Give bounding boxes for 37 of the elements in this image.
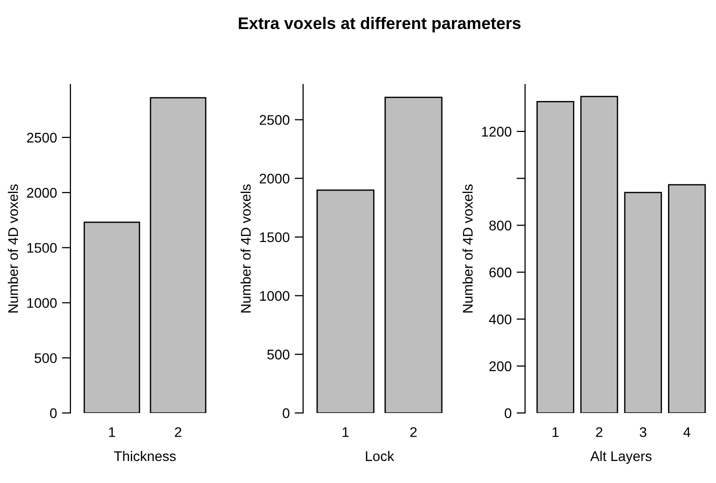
y-tick-label: 0 — [504, 408, 512, 418]
x-axis-title: Thickness — [114, 450, 176, 462]
y-tick-label: 1200 — [482, 126, 512, 137]
y-axis-title: Number of 4D voxels — [8, 184, 18, 312]
y-tick-label: 0 — [50, 408, 57, 418]
x-tick-label: 1 — [552, 427, 559, 437]
x-tick-label: 3 — [640, 427, 646, 438]
bar — [536, 101, 574, 413]
x-axis-title: Lock — [366, 450, 394, 462]
x-tick-label: 2 — [410, 427, 417, 437]
y-tick-label: 0 — [282, 408, 290, 418]
y-tick-label: 200 — [489, 361, 512, 372]
y-tick-label: 500 — [267, 350, 290, 360]
bar — [668, 184, 706, 413]
y-tick-label: 2000 — [260, 174, 290, 184]
chart-title: Extra voxels at different parameters — [238, 16, 521, 32]
y-axis-title: Number of 4D voxels — [240, 184, 251, 312]
y-tick-label: 400 — [489, 314, 512, 324]
y-tick-label: 500 — [34, 353, 57, 364]
y-tick-label: 2500 — [260, 115, 290, 125]
y-tick-label: 800 — [489, 220, 512, 230]
x-tick-label: 1 — [109, 427, 116, 437]
x-tick-label: 4 — [683, 427, 690, 437]
y-tick-label: 1000 — [27, 298, 57, 308]
y-tick-label: 1500 — [260, 232, 290, 242]
x-tick-label: 2 — [596, 427, 602, 437]
y-tick-label: 1000 — [260, 291, 290, 301]
y-axis-title: Number of 4D voxels — [462, 184, 473, 312]
y-tick-label: 2500 — [27, 132, 57, 143]
x-tick-label: 2 — [174, 427, 182, 437]
bar — [580, 96, 618, 413]
y-tick-label: 600 — [489, 268, 512, 278]
y-tick-label: 1500 — [27, 242, 57, 253]
y-tick-label: 2000 — [27, 188, 57, 198]
x-axis-title: Alt Layers — [590, 450, 652, 464]
bar — [624, 192, 662, 413]
x-tick-label: 1 — [342, 427, 349, 437]
